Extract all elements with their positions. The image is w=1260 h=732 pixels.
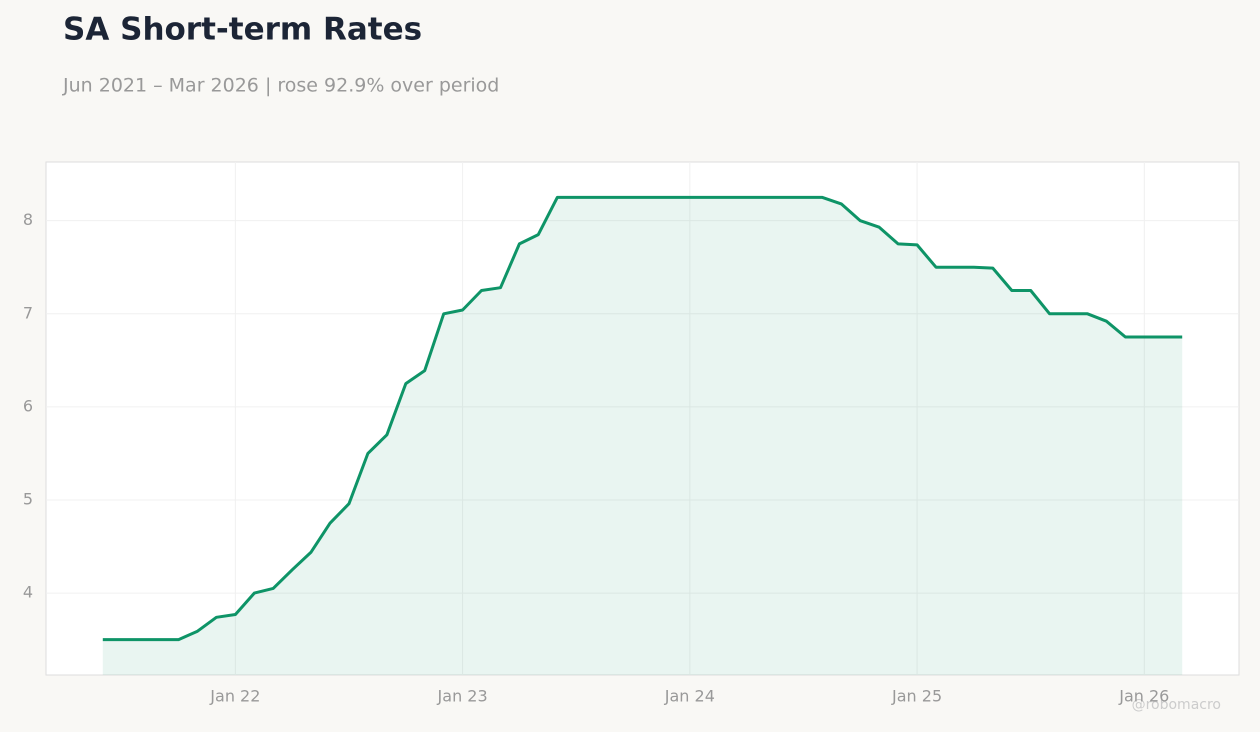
plot-area — [45, 161, 1240, 676]
x-tick-label: Jan 24 — [664, 687, 715, 706]
x-tick-label: Jan 26 — [1118, 687, 1169, 706]
area — [102, 197, 1183, 675]
line — [102, 195, 1183, 642]
y-tick-label: 7 — [23, 303, 33, 322]
chart-subtitle: Jun 2021 – Mar 2026 | rose 92.9% over pe… — [62, 75, 499, 97]
x-tick-label: Jan 25 — [891, 687, 942, 706]
watermark: @robomacro — [1132, 697, 1221, 713]
y-tick-label: 4 — [23, 583, 33, 602]
y-tick-label: 5 — [23, 489, 33, 508]
y-tick-label: 8 — [23, 210, 33, 229]
y-tick-label: 6 — [23, 396, 33, 415]
chart-title: SA Short-term Rates — [63, 12, 422, 48]
x-tick-label: Jan 22 — [209, 687, 260, 706]
x-tick-label: Jan 23 — [437, 687, 488, 706]
